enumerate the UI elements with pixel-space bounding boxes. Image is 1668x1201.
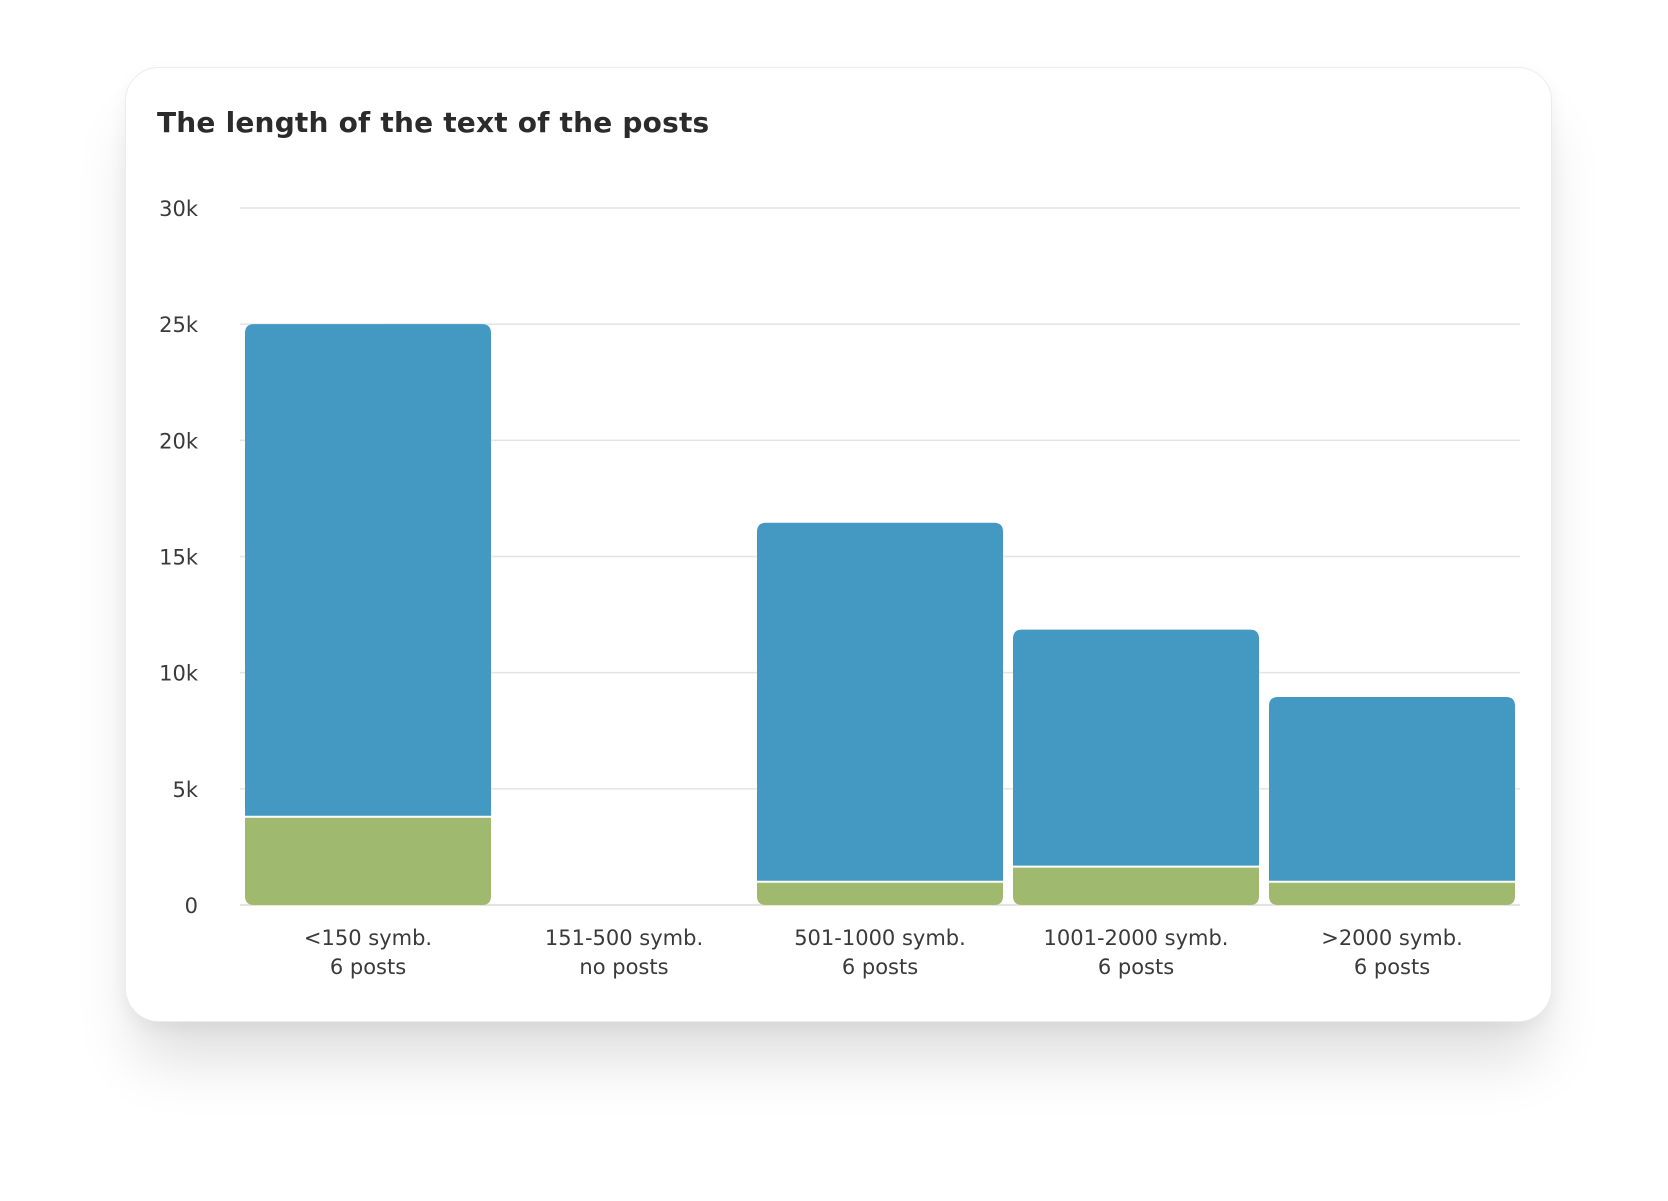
bar-0-segment-0 bbox=[245, 816, 491, 905]
x-label-line1: <150 symb. bbox=[304, 926, 432, 950]
y-tick-label: 25k bbox=[159, 313, 199, 337]
bar-3-segment-1 bbox=[1013, 629, 1259, 867]
bar-2-segment-0 bbox=[757, 881, 1003, 905]
x-label-line2: 6 posts bbox=[1354, 955, 1430, 979]
y-tick-label: 30k bbox=[159, 197, 199, 221]
bars bbox=[245, 324, 1515, 905]
bar-2-segment-1 bbox=[757, 522, 1003, 882]
x-label-line1: >2000 symb. bbox=[1321, 926, 1463, 950]
bar-3-segment-0 bbox=[1013, 866, 1259, 905]
x-label-line2: 6 posts bbox=[330, 955, 406, 979]
y-tick-label: 15k bbox=[159, 546, 199, 570]
bar-4-segment-1 bbox=[1269, 697, 1515, 882]
y-axis-ticks: 0 5k 10k 15k 20k 25k 30k bbox=[159, 197, 199, 918]
x-label-line2: 6 posts bbox=[842, 955, 918, 979]
y-tick-label: 5k bbox=[172, 778, 198, 802]
y-tick-label: 20k bbox=[159, 429, 199, 453]
y-tick-label: 10k bbox=[159, 662, 199, 686]
x-label-line1: 501-1000 symb. bbox=[794, 926, 966, 950]
x-axis-labels: <150 symb. 6 posts 151-500 symb. no posts 50… bbox=[304, 926, 1463, 979]
x-label-line2: 6 posts bbox=[1098, 955, 1174, 979]
chart-title: The length of the text of the posts bbox=[157, 106, 710, 139]
x-label-line1: 1001-2000 symb. bbox=[1044, 926, 1229, 950]
bar-0-segment-1 bbox=[245, 324, 491, 817]
bar-4-segment-0 bbox=[1269, 881, 1515, 905]
x-label-line2: no posts bbox=[579, 955, 668, 979]
y-tick-label: 0 bbox=[185, 894, 198, 918]
x-label-line1: 151-500 symb. bbox=[545, 926, 703, 950]
